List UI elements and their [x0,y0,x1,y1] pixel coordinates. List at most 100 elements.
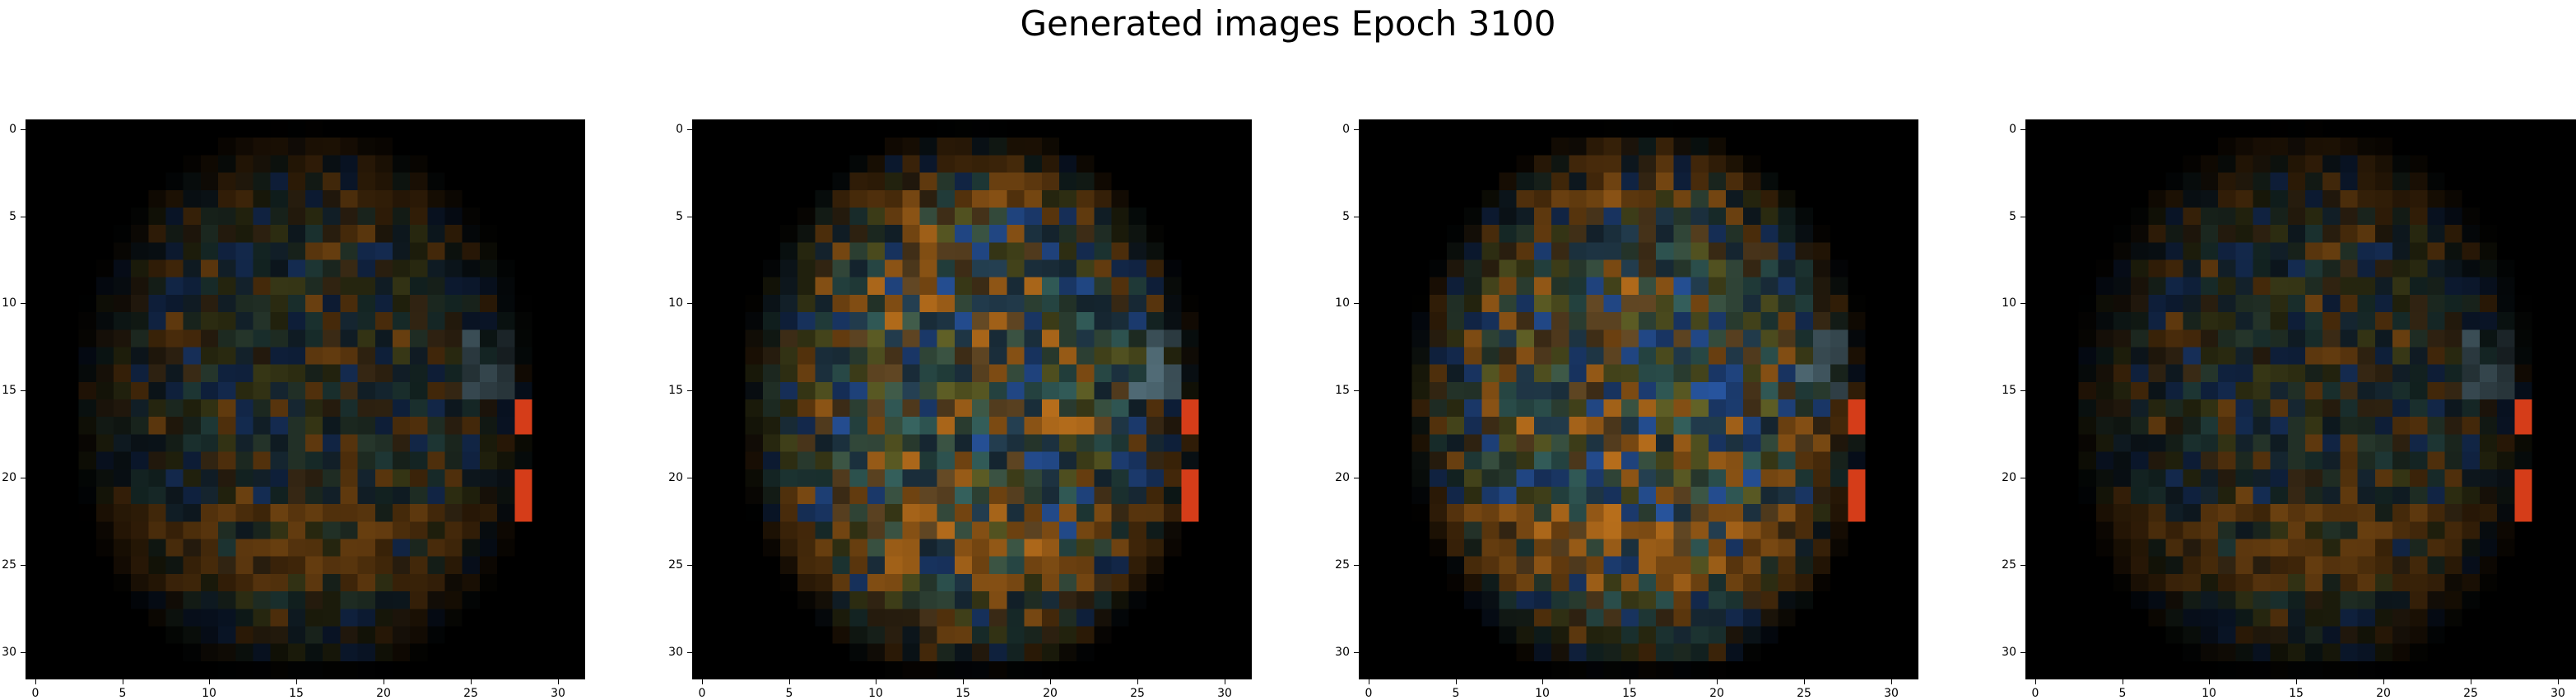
figure-title: Generated images Epoch 3100 [1020,3,1556,44]
y-tick-mark [2020,303,2026,304]
y-tick-label: 0 [676,123,683,136]
y-tick-label: 20 [668,471,683,484]
x-tick-label: 30 [551,687,565,700]
x-tick-label: 30 [2550,687,2565,700]
x-tick-mark [702,679,703,684]
y-tick-label: 0 [1342,123,1350,136]
y-tick-label: 30 [668,646,683,659]
y-tick-label: 10 [1335,296,1350,310]
x-tick-label: 20 [2376,687,2391,700]
y-tick-mark [687,390,693,391]
x-tick-mark [471,679,472,684]
y-tick-mark [1354,652,1360,653]
y-tick-label: 20 [2002,471,2016,484]
y-tick-mark [2020,565,2026,566]
x-tick-label: 30 [1884,687,1899,700]
generated-image-4 [2025,119,2576,679]
x-tick-mark [1050,679,1051,684]
y-tick-mark [21,129,26,130]
x-tick-mark [209,679,210,684]
x-tick-mark [2296,679,2297,684]
x-tick-label: 25 [463,687,478,700]
y-tick-mark [687,303,693,304]
y-tick-label: 25 [2002,558,2016,572]
generated-image-1 [26,119,585,679]
y-tick-mark [21,652,26,653]
generated-image-pixels [693,120,1251,679]
x-tick-label: 0 [698,687,706,700]
x-tick-label: 10 [2202,687,2216,700]
y-tick-label: 15 [668,384,683,397]
y-tick-label: 25 [2,558,16,572]
y-tick-label: 30 [2002,646,2016,659]
x-tick-label: 10 [868,687,883,700]
x-tick-mark [1804,679,1805,684]
x-tick-mark [1542,679,1543,684]
y-tick-label: 15 [2002,384,2016,397]
y-tick-label: 30 [1335,646,1350,659]
x-tick-label: 5 [119,687,127,700]
y-tick-mark [687,652,693,653]
x-tick-mark [1137,679,1138,684]
y-tick-mark [687,129,693,130]
y-tick-mark [1354,390,1360,391]
y-tick-label: 15 [1335,384,1350,397]
y-tick-label: 20 [2,471,16,484]
y-tick-label: 5 [2009,210,2016,223]
y-tick-label: 30 [2,646,16,659]
y-tick-label: 0 [9,123,16,136]
x-tick-mark [2558,679,2559,684]
x-tick-mark [2383,679,2384,684]
x-tick-label: 5 [2118,687,2127,700]
generated-image-pixels [2026,120,2576,679]
x-tick-label: 25 [1130,687,1145,700]
y-tick-mark [21,390,26,391]
y-tick-label: 25 [668,558,683,572]
generated-image-2 [692,119,1252,679]
x-tick-label: 0 [31,687,40,700]
x-tick-mark [2035,679,2036,684]
y-tick-label: 5 [676,210,683,223]
y-tick-mark [2020,390,2026,391]
x-tick-label: 5 [785,687,793,700]
y-tick-label: 25 [1335,558,1350,572]
x-tick-label: 0 [1365,687,1373,700]
generated-image-3 [1359,119,1918,679]
x-tick-label: 10 [202,687,216,700]
y-tick-mark [21,565,26,566]
x-tick-mark [1456,679,1457,684]
x-tick-label: 15 [1622,687,1637,700]
x-tick-label: 5 [1452,687,1460,700]
x-tick-mark [558,679,559,684]
y-tick-label: 10 [2,296,16,310]
generated-image-pixels [26,120,584,679]
x-tick-label: 30 [1217,687,1232,700]
y-tick-label: 15 [2,384,16,397]
y-tick-mark [1354,565,1360,566]
y-tick-mark [2020,129,2026,130]
y-tick-label: 10 [668,296,683,310]
x-tick-label: 20 [1709,687,1724,700]
x-tick-label: 20 [1043,687,1058,700]
x-tick-label: 15 [289,687,304,700]
x-tick-mark [1891,679,1892,684]
x-tick-label: 25 [2463,687,2478,700]
y-tick-mark [21,303,26,304]
generated-image-pixels [1360,120,1918,679]
x-tick-mark [1717,679,1718,684]
x-tick-mark [35,679,36,684]
x-tick-label: 15 [2289,687,2304,700]
y-tick-label: 20 [1335,471,1350,484]
y-tick-label: 5 [9,210,16,223]
y-tick-label: 0 [2009,123,2016,136]
y-tick-label: 5 [1342,210,1350,223]
x-tick-label: 0 [2031,687,2039,700]
x-tick-label: 10 [1535,687,1550,700]
x-tick-label: 20 [376,687,391,700]
x-tick-mark [296,679,297,684]
x-tick-mark [963,679,964,684]
x-tick-mark [789,679,790,684]
y-tick-mark [2020,652,2026,653]
y-tick-mark [687,565,693,566]
y-tick-label: 10 [2002,296,2016,310]
